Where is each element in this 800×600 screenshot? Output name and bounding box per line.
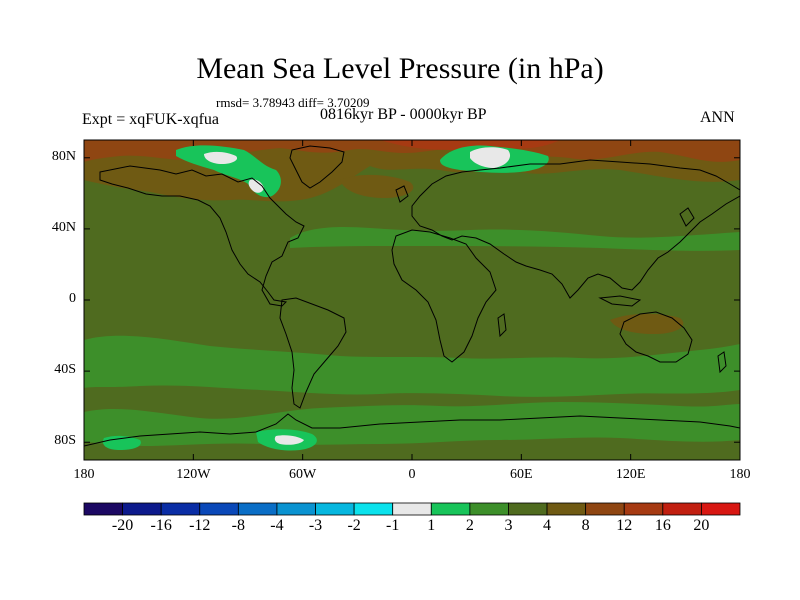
antarctic-zero xyxy=(274,435,304,445)
colorbar-label: -12 xyxy=(189,517,211,534)
x-tick-label: 120E xyxy=(615,467,646,482)
africa-coast xyxy=(391,229,497,363)
colorbar-label: 4 xyxy=(543,517,552,534)
colorbar-label: -16 xyxy=(150,517,172,534)
southern-ocean-band xyxy=(84,335,740,397)
colorbar-label: 1 xyxy=(427,517,436,534)
colorbar-box-6 xyxy=(315,502,355,516)
season-label: ANN xyxy=(700,109,735,126)
north-atlantic-band xyxy=(290,227,740,251)
colorbar-label: -2 xyxy=(347,517,361,534)
colorbar-label: 3 xyxy=(504,517,513,534)
atlantic-patch xyxy=(340,174,414,198)
stats-text: rmsd= 3.78943 diff= 3.70209 xyxy=(216,95,370,110)
y-tick-label: 80S xyxy=(54,433,76,449)
colorbar-box-2 xyxy=(160,502,201,516)
colorbar-box-8 xyxy=(392,502,432,516)
colorbar-label: -8 xyxy=(231,517,245,534)
colorbar-label: 16 xyxy=(654,517,671,534)
period-label: 0816kyr BP - 0000kyr BP xyxy=(320,106,487,123)
colorbar-label: 20 xyxy=(693,517,710,534)
eurasia-coast xyxy=(411,159,740,299)
experiment-label: Expt = xqFUK-xqfua xyxy=(82,111,220,128)
colorbar-box-0 xyxy=(83,502,123,516)
colorbar-box-15 xyxy=(662,502,702,516)
colorbar-box-1 xyxy=(122,502,162,516)
colorbar-box-4 xyxy=(237,502,278,516)
antarctic-coast-band xyxy=(84,402,740,446)
colorbar-box-10 xyxy=(469,502,509,516)
pressure-field xyxy=(84,140,740,460)
y-tick-label: 0 xyxy=(69,291,76,306)
colorbar-label: -4 xyxy=(270,517,284,534)
x-tick-label: 60E xyxy=(510,467,533,482)
colorbar-label: 8 xyxy=(581,517,590,534)
colorbar-label: 2 xyxy=(465,517,474,534)
north-america-coast xyxy=(99,165,305,307)
greenland-coast xyxy=(289,145,345,189)
y-tick-label: 40N xyxy=(51,219,76,235)
colorbar-box-7 xyxy=(353,502,394,516)
greenland-zero xyxy=(204,151,238,164)
x-tick-label: 0 xyxy=(408,467,416,482)
new-zealand-coast xyxy=(717,351,727,374)
colorbar-box-14 xyxy=(623,502,664,516)
x-tick-label: 60W xyxy=(289,467,317,482)
colorbar-label: -20 xyxy=(111,517,134,534)
colorbar-box-9 xyxy=(430,502,471,516)
japan-coast xyxy=(679,207,695,227)
scandinavia-zero xyxy=(470,147,511,168)
colorbar-box-13 xyxy=(585,502,625,516)
colorbar-box-12 xyxy=(546,502,587,516)
axis-ticks xyxy=(83,140,741,460)
indonesia-coast xyxy=(598,295,642,307)
x-tick-label: 180 xyxy=(729,467,751,482)
uk-coast xyxy=(395,185,409,203)
y-tick-label: 80N xyxy=(51,148,76,164)
coastlines xyxy=(84,145,740,447)
colorbar-box-5 xyxy=(276,502,316,516)
antarctica-coast xyxy=(84,413,740,447)
south-america-coast xyxy=(279,297,347,409)
colorbar-label: -1 xyxy=(386,517,400,534)
colorbar xyxy=(83,502,741,516)
madagascar-coast xyxy=(497,313,507,338)
x-tick-label: 120W xyxy=(176,467,211,482)
colorbar-box-3 xyxy=(199,502,239,516)
map-title: Mean Sea Level Pressure (in hPa) xyxy=(196,52,604,85)
y-tick-label: 40S xyxy=(54,362,76,378)
colorbar-label: 12 xyxy=(616,517,633,534)
australia-coast xyxy=(619,311,693,363)
colorbar-box-11 xyxy=(508,502,548,516)
arctic-strong-band xyxy=(84,140,740,162)
arctic-max-band xyxy=(380,140,560,150)
x-tick-label: 180 xyxy=(73,467,95,482)
equatorial-patch xyxy=(610,313,684,334)
colorbar-label: -3 xyxy=(308,517,323,534)
hudson-zero xyxy=(248,179,264,193)
colorbar-box-16 xyxy=(701,502,741,516)
